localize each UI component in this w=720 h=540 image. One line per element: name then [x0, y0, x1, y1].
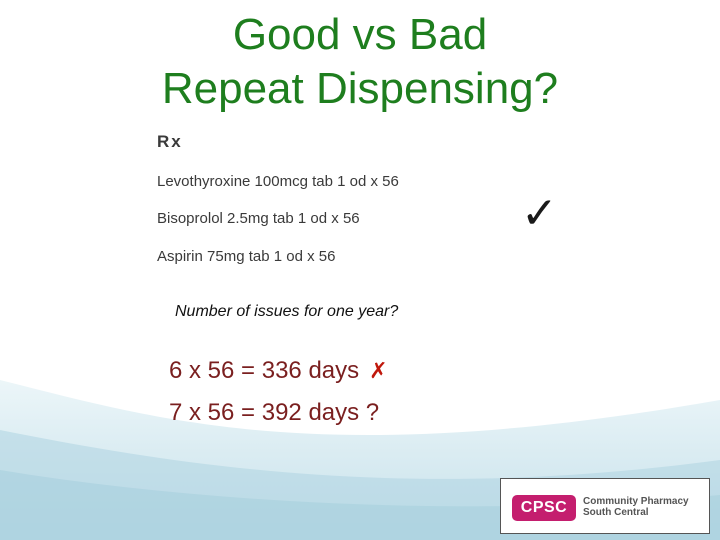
rx-label: Rx	[157, 132, 183, 151]
logo-line-2: South Central	[583, 507, 649, 518]
logo-text: Community Pharmacy South Central	[583, 496, 689, 518]
logo-line-1: Community Pharmacy	[583, 496, 689, 507]
calculation-line-2: 7 x 56 = 392 days ?	[169, 399, 380, 426]
medication-item: Aspirin 75mg tab 1 od x 56	[157, 248, 336, 265]
calculation-text: 6 x 56 = 336 days	[169, 357, 360, 384]
medication-item: Bisoprolol 2.5mg tab 1 od x 56	[157, 210, 360, 227]
calculation-line-1: 6 x 56 = 336 days ✗	[169, 357, 388, 385]
title-line-1: Good vs Bad	[232, 10, 488, 59]
medication-item: Levothyroxine 100mcg tab 1 od x 56	[157, 173, 399, 190]
slide-title: Good vs Bad Repeat Dispensing?	[0, 8, 720, 116]
check-icon: ✓	[521, 188, 558, 239]
logo-badge: CPSC	[512, 495, 576, 521]
cpsc-logo: CPSC Community Pharmacy South Central	[500, 478, 710, 534]
cross-icon: ✗	[369, 359, 388, 384]
question-text: Number of issues for one year?	[175, 303, 399, 320]
title-line-2: Repeat Dispensing?	[161, 64, 559, 113]
